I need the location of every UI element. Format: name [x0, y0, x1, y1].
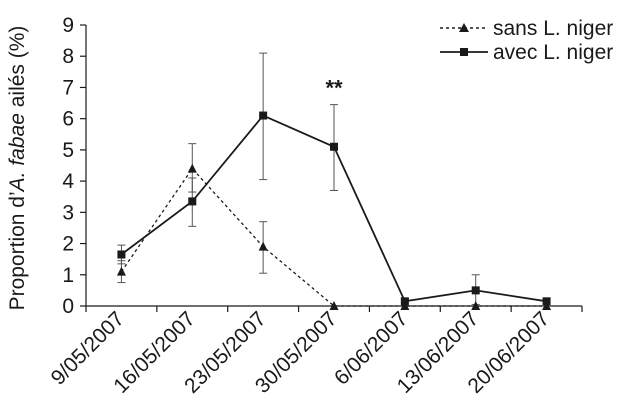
- legend-marker-triangle: [459, 23, 469, 32]
- legend-label-sans: sans L. niger: [493, 17, 613, 40]
- y-tick-label: 9: [62, 14, 74, 37]
- y-tick-labels: 0 1 2 3 4 5 6 7 8 9: [62, 14, 74, 318]
- data-point-square: [259, 111, 268, 120]
- x-tick-labels: 9/05/200716/05/200723/05/200730/05/20076…: [47, 307, 554, 398]
- data-point-square: [542, 297, 551, 306]
- significance-annotation: **: [325, 75, 343, 100]
- y-axis-title-part-1: Proportion d’: [6, 191, 29, 310]
- data-point-triangle: [471, 301, 481, 310]
- legend: sans L. niger avec L. niger: [440, 17, 613, 64]
- y-tick-label: 5: [62, 139, 74, 162]
- data-point-triangle: [400, 301, 410, 310]
- axes: [80, 24, 583, 312]
- data-point-triangle: [187, 163, 197, 173]
- y-tick-label: 0: [62, 295, 74, 318]
- y-tick-label: 7: [62, 76, 74, 99]
- y-tick-label: 3: [62, 201, 74, 224]
- data-point-square: [330, 142, 338, 151]
- series-markers: [116, 111, 552, 310]
- data-point-square: [188, 197, 197, 206]
- data-point-square: [400, 297, 409, 306]
- y-axis-title-part-3: ailés (%): [6, 26, 29, 114]
- y-tick-label: 6: [62, 108, 74, 131]
- y-axis-title: Proportion d’A. fabae ailés (%): [6, 26, 29, 311]
- data-point-square: [471, 286, 480, 295]
- y-tick-label: 8: [62, 45, 74, 68]
- y-tick-label: 1: [62, 264, 74, 287]
- data-point-triangle: [542, 301, 552, 310]
- data-point-triangle: [258, 241, 268, 251]
- data-point-triangle: [329, 301, 339, 310]
- y-axis-title-italic: A. fabae: [6, 113, 29, 193]
- y-tick-label: 2: [62, 233, 74, 256]
- data-point-triangle: [116, 266, 126, 276]
- y-tick-label: 4: [62, 170, 74, 193]
- legend-marker-square: [460, 48, 468, 56]
- data-point-square: [117, 250, 126, 259]
- legend-label-avec: avec L. niger: [493, 41, 613, 64]
